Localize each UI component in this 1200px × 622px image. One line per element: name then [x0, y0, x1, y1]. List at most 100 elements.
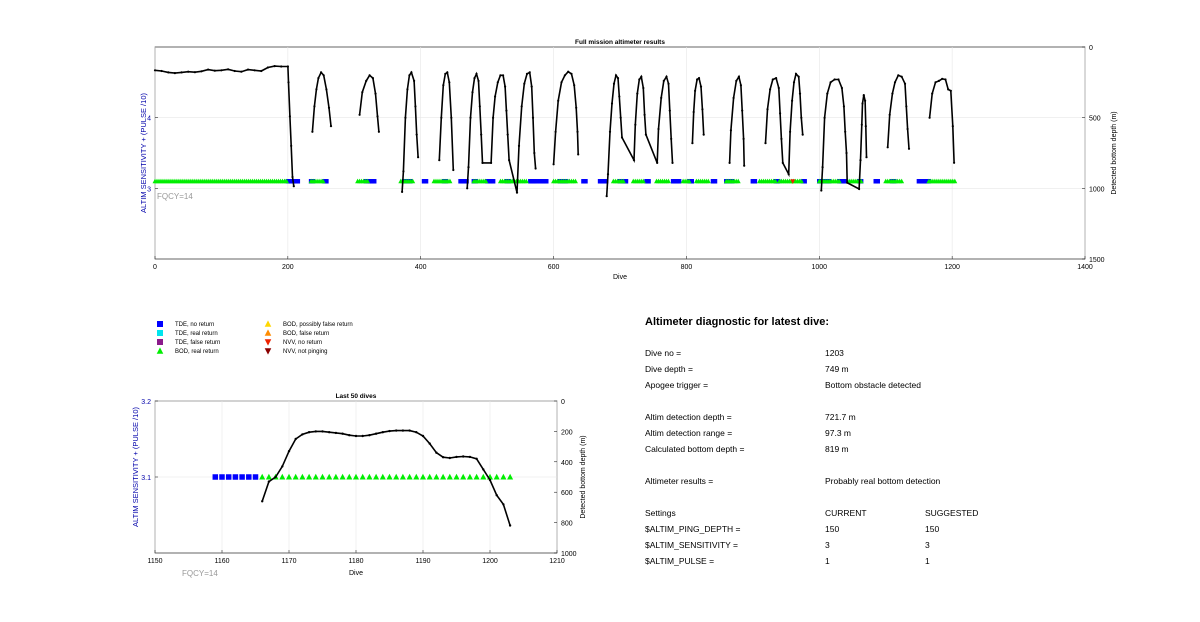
marker-square	[875, 179, 880, 184]
marker-triangle-up	[359, 473, 366, 480]
depth-point	[859, 159, 862, 162]
depth-line-segment	[438, 71, 455, 171]
triangle-up-icon	[263, 320, 273, 330]
depth-point	[905, 105, 908, 108]
depth-point	[662, 79, 665, 82]
depth-point	[775, 77, 778, 80]
legend-marker	[157, 321, 163, 327]
depth-point	[612, 82, 616, 85]
depth-point	[187, 70, 190, 73]
depth-point	[780, 137, 783, 140]
depth-point	[466, 187, 469, 190]
depth-point	[903, 82, 907, 85]
depth-point	[944, 78, 947, 81]
depth-point	[287, 81, 290, 84]
depth-point	[640, 75, 643, 78]
depth-point	[947, 88, 950, 91]
marker-triangle-up	[279, 473, 286, 480]
depth-point	[888, 113, 891, 116]
marker-square	[646, 179, 651, 184]
depth-point	[482, 468, 485, 471]
depth-point	[317, 77, 320, 80]
depth-point	[395, 429, 398, 432]
depth-point	[552, 163, 555, 166]
depth-point	[376, 115, 379, 118]
depth-point	[864, 99, 867, 102]
depth-point	[728, 161, 731, 164]
depth-point	[428, 442, 431, 445]
depth-point	[632, 159, 636, 162]
depth-point	[311, 130, 314, 133]
depth-point	[421, 434, 425, 438]
marker-triangle-up	[686, 178, 692, 184]
depth-point	[253, 69, 256, 72]
bottom-xlabel: Dive	[349, 570, 363, 577]
depth-point	[787, 173, 790, 176]
marker-square	[752, 179, 758, 184]
depth-point	[833, 78, 836, 81]
depth-point	[823, 116, 826, 119]
depth-point	[495, 494, 498, 497]
depth-point	[471, 91, 474, 94]
depth-point	[446, 71, 449, 74]
depth-point	[160, 69, 163, 73]
x-tick-label: 1200	[482, 558, 498, 565]
diagnostic-row: Altim detection range = 97.3 m	[645, 428, 1165, 440]
legend-item: BOD, real return	[155, 347, 219, 356]
marker-triangle-up	[312, 473, 319, 480]
diagnostic-label: Apogee trigger =	[645, 380, 709, 390]
depth-point	[826, 92, 829, 95]
depth-point	[798, 92, 802, 95]
depth-point	[692, 110, 695, 114]
depth-point	[861, 102, 864, 105]
depth-point	[267, 480, 271, 483]
marker-square	[212, 474, 219, 480]
diagnostic-row: Dive no = 1203	[645, 348, 1165, 360]
depth-point	[408, 74, 411, 77]
marker-triangle-up	[373, 473, 380, 480]
triangle-up-icon	[263, 329, 273, 339]
depth-point	[290, 144, 293, 147]
top-depth-line	[153, 65, 956, 198]
marker-triangle-up	[326, 473, 333, 480]
diagnostic-label: Dive no =	[645, 348, 682, 358]
marker-triangle-up	[440, 473, 447, 480]
diagnostic-row: Apogee trigger = Bottom obstacle detected	[645, 380, 1165, 392]
depth-point	[438, 159, 441, 162]
depth-point	[180, 71, 183, 74]
depth-point	[167, 71, 170, 74]
depth-point	[505, 109, 508, 112]
depth-point	[496, 81, 499, 84]
diagnostic-label: Altim detection depth =	[645, 412, 732, 422]
depth-point	[862, 94, 865, 97]
depth-point	[508, 159, 511, 162]
depth-point	[286, 65, 289, 68]
marker-square	[239, 474, 245, 480]
legend-marker	[264, 348, 272, 355]
x-tick-label: 1180	[348, 558, 363, 565]
triangle-up-icon-svg	[264, 320, 272, 327]
depth-point	[475, 457, 478, 460]
depth-point	[667, 82, 670, 85]
depth-point	[865, 156, 868, 159]
depth-point	[934, 81, 937, 84]
bottom-right-ylabel: Detected bottom depth (m)	[580, 435, 587, 518]
marker-square	[295, 179, 301, 184]
top-xlabel: Dive	[613, 274, 627, 281]
depth-point	[288, 115, 291, 118]
x-tick-label: 0	[153, 264, 157, 271]
depth-point	[441, 456, 445, 459]
depth-point	[575, 106, 578, 109]
depth-point	[368, 434, 371, 437]
legend-label: TDE, no return	[175, 322, 215, 328]
depth-point	[452, 168, 455, 172]
depth-line-segment	[886, 74, 910, 149]
marker-square	[464, 179, 469, 184]
diagnostic-suggested: 3	[925, 540, 930, 550]
depth-point	[860, 123, 863, 126]
diagnostic-row: Altimeter results = Probably real bottom …	[645, 476, 1165, 488]
depth-point	[233, 69, 236, 73]
depth-point	[820, 189, 823, 192]
x-tick-label: 800	[681, 264, 693, 271]
